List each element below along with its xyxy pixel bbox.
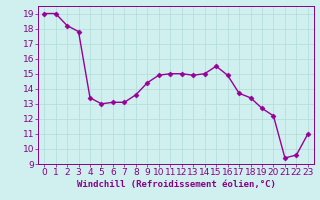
X-axis label: Windchill (Refroidissement éolien,°C): Windchill (Refroidissement éolien,°C) [76,180,276,189]
